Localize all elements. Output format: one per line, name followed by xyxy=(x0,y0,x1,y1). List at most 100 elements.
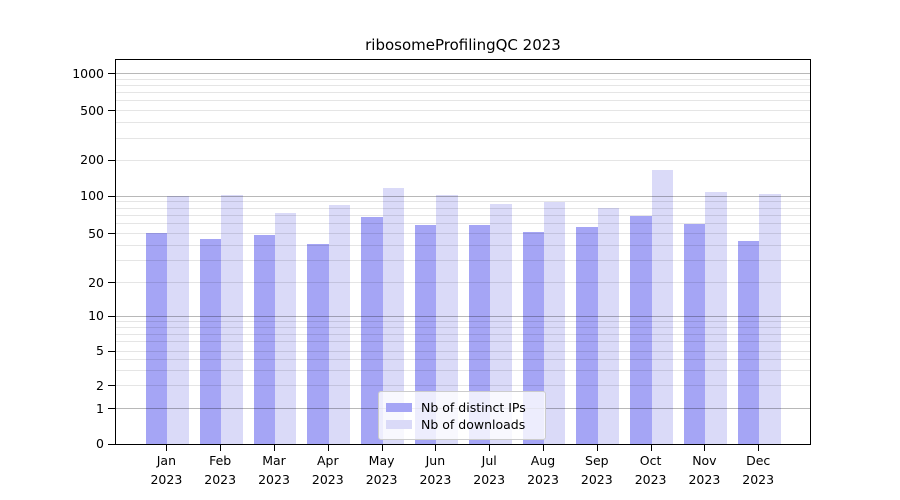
y-tick-label: 2 xyxy=(96,377,104,393)
gridline-minor xyxy=(116,122,810,124)
gridline-minor xyxy=(116,350,810,352)
x-axis-tick xyxy=(596,444,598,451)
x-tick-year: 2023 xyxy=(311,472,344,487)
x-tick-month: May xyxy=(368,453,395,468)
legend: Nb of distinct IPs Nb of downloads xyxy=(378,391,546,440)
gridline-minor xyxy=(116,233,810,235)
x-tick-year: 2023 xyxy=(419,472,452,487)
bar-nb-of-downloads-jun xyxy=(436,194,458,444)
x-tick-year: 2023 xyxy=(580,472,613,487)
x-tick-label: Jan 2023 xyxy=(134,451,198,489)
gridline-minor xyxy=(116,201,810,203)
x-axis-tick xyxy=(327,444,329,451)
x-tick-label: Dec 2023 xyxy=(726,451,790,489)
y-axis-tick xyxy=(108,282,115,283)
x-tick-label: Oct 2023 xyxy=(619,451,683,489)
x-tick-year: 2023 xyxy=(473,472,506,487)
bar-nb-of-distinct-ips-aug xyxy=(522,232,544,444)
bar-nb-of-distinct-ips-oct xyxy=(630,215,652,444)
x-tick-year: 2023 xyxy=(688,472,721,487)
y-tick-label: 1000 xyxy=(72,65,104,81)
x-tick-month: Sep xyxy=(585,453,609,468)
gridline-minor xyxy=(116,385,810,387)
x-tick-month: Jan xyxy=(156,453,177,468)
x-axis-tick xyxy=(489,444,491,451)
legend-swatch-downloads xyxy=(386,419,412,429)
y-axis-tick xyxy=(108,350,115,352)
legend-item-downloads: Nb of downloads xyxy=(386,416,536,432)
gridline-major xyxy=(116,195,810,197)
bar-nb-of-distinct-ips-sep xyxy=(576,227,598,444)
gridline-minor xyxy=(116,358,810,360)
bar-nb-of-downloads-jan xyxy=(167,195,189,444)
y-axis-tick xyxy=(108,408,115,410)
x-axis-tick xyxy=(220,444,222,451)
x-tick-month: Apr xyxy=(316,453,339,468)
y-axis-tick xyxy=(108,315,115,317)
y-tick-label: 0 xyxy=(96,436,104,451)
x-tick-year: 2023 xyxy=(365,472,398,487)
bar-nb-of-distinct-ips-jul xyxy=(468,225,491,444)
gridline-minor xyxy=(116,78,810,80)
x-tick-month: Feb xyxy=(209,453,232,468)
gridline-minor xyxy=(116,320,810,322)
x-tick-label: Nov 2023 xyxy=(672,451,736,489)
bar-nb-of-distinct-ips-jan xyxy=(146,233,168,444)
gridline-minor xyxy=(116,369,810,371)
x-tick-month: Oct xyxy=(639,453,662,468)
gridline-minor xyxy=(116,159,810,161)
plot-area xyxy=(115,59,811,445)
y-axis-tick xyxy=(108,159,115,161)
gridline-minor xyxy=(116,282,810,283)
gridline-minor xyxy=(116,223,810,225)
x-tick-month: Dec xyxy=(746,453,771,468)
x-tick-label: Jul 2023 xyxy=(457,451,521,489)
x-tick-label: Aug 2023 xyxy=(511,451,575,489)
bar-nb-of-downloads-jul xyxy=(490,203,512,444)
gridline-minor xyxy=(116,110,810,112)
x-tick-month: Jun xyxy=(425,453,446,468)
y-axis-tick xyxy=(108,195,115,197)
gridline-minor xyxy=(116,85,810,86)
x-axis-tick xyxy=(274,444,275,451)
bar-nb-of-downloads-apr xyxy=(328,204,351,444)
x-tick-month: Mar xyxy=(262,453,286,468)
legend-item-distinct-ips: Nb of distinct IPs xyxy=(386,399,536,415)
x-tick-label: Mar 2023 xyxy=(242,451,306,489)
x-axis-tick xyxy=(758,444,760,451)
y-axis-tick xyxy=(108,443,115,445)
chart-title: ribosomeProfilingQC 2023 xyxy=(365,36,561,54)
x-axis-tick xyxy=(650,444,652,451)
x-tick-year: 2023 xyxy=(742,472,775,487)
x-tick-year: 2023 xyxy=(527,472,559,487)
bar-nb-of-distinct-ips-may xyxy=(361,217,383,444)
bar-nb-of-downloads-mar xyxy=(275,212,297,444)
x-tick-month: Aug xyxy=(530,453,556,468)
y-tick-label: 50 xyxy=(88,225,104,241)
gridline-minor xyxy=(116,245,810,247)
y-tick-label: 100 xyxy=(80,188,104,204)
gridline-minor xyxy=(116,333,810,335)
bar-nb-of-distinct-ips-apr xyxy=(307,243,329,444)
gridline-minor xyxy=(116,100,810,102)
bar-nb-of-downloads-nov xyxy=(705,192,727,444)
y-tick-label: 1 xyxy=(96,400,104,416)
x-axis-tick xyxy=(704,444,706,451)
x-axis-tick xyxy=(166,444,168,451)
y-tick-label: 500 xyxy=(80,102,104,118)
bar-nb-of-distinct-ips-jun xyxy=(415,225,437,444)
y-tick-label: 5 xyxy=(96,343,104,358)
x-tick-label: Apr 2023 xyxy=(296,451,360,489)
y-tick-label: 10 xyxy=(88,308,104,323)
x-tick-label: Feb 2023 xyxy=(188,451,252,489)
legend-label-downloads: Nb of downloads xyxy=(421,416,526,432)
x-tick-year: 2023 xyxy=(150,472,183,487)
y-axis-tick xyxy=(108,73,115,74)
bar-nb-of-downloads-may xyxy=(382,188,404,444)
gridline-minor xyxy=(116,326,810,328)
legend-label-distinct-ips: Nb of distinct IPs xyxy=(421,399,526,415)
x-tick-label: May 2023 xyxy=(350,451,414,489)
bar-nb-of-distinct-ips-feb xyxy=(199,238,222,444)
gridline-minor xyxy=(116,137,810,139)
